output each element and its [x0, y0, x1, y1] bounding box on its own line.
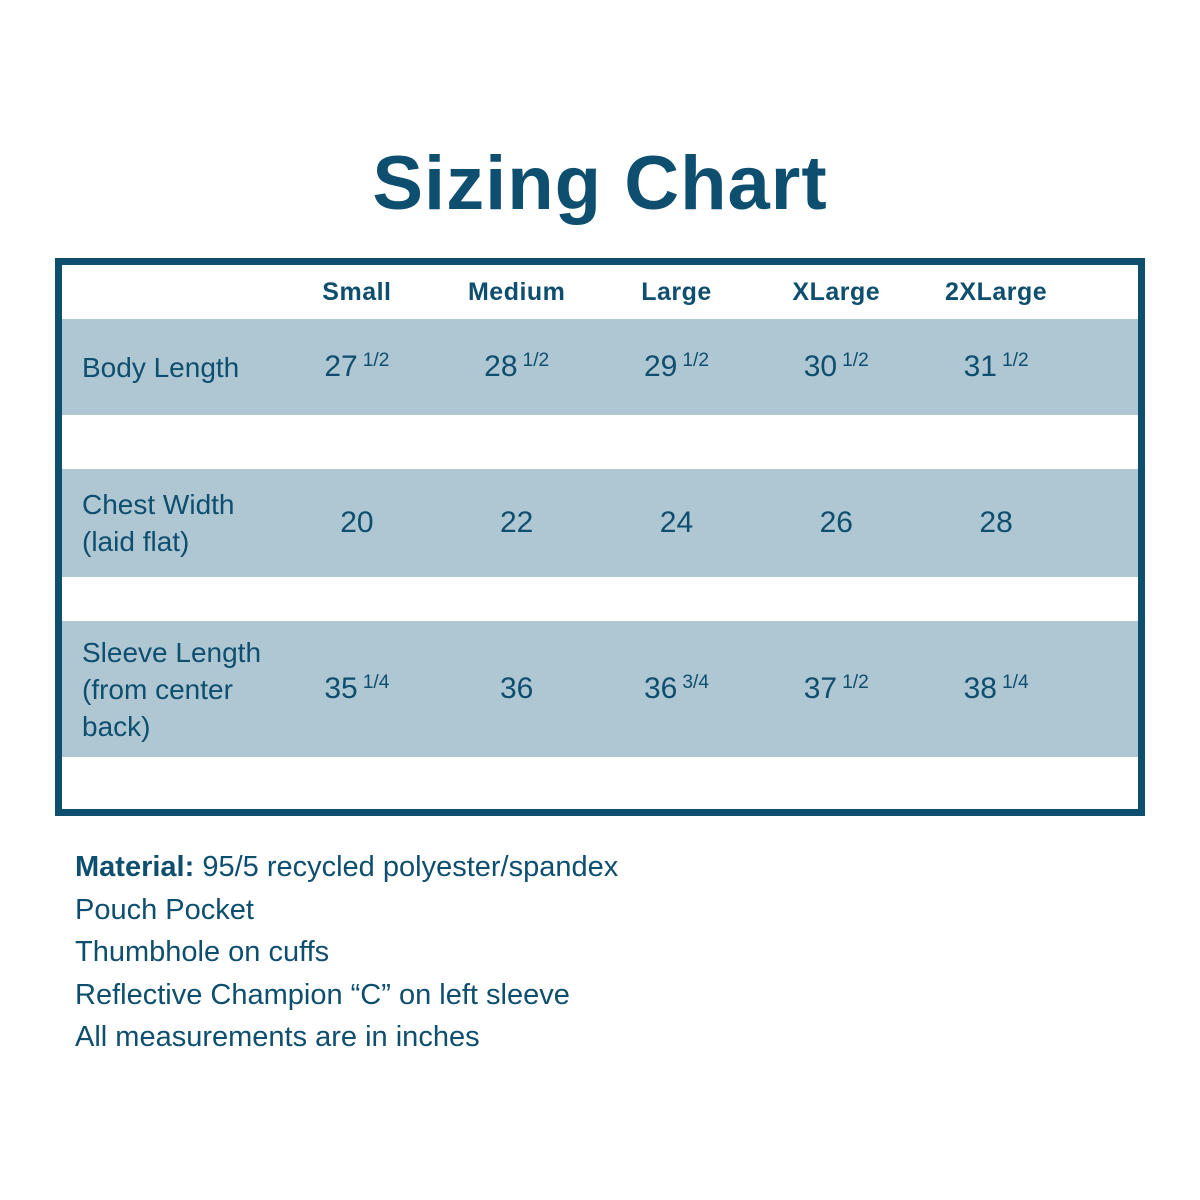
size-value: 26: [819, 506, 853, 539]
size-value: 35 1/4: [324, 672, 390, 705]
size-value: 36 3/4: [643, 672, 710, 705]
fraction-superscript: 1/4: [362, 672, 390, 694]
size-value: 31 1/2: [963, 350, 1029, 383]
column-header-xlarge: XLarge: [792, 277, 881, 306]
fraction-superscript: 1/2: [682, 350, 710, 372]
table-row: Sleeve Length (from center back) 35 1/4 36 36 3…: [62, 621, 1138, 757]
note-line: Material: 95/5 recycled polyester/spande…: [75, 851, 619, 883]
fraction-superscript: 1/4: [1001, 672, 1029, 694]
size-value: 37 1/2: [803, 672, 869, 705]
size-value: 27 1/2: [324, 350, 390, 383]
row-label: Body Length: [82, 351, 240, 383]
fraction-superscript: 1/2: [522, 350, 550, 372]
size-value: 36: [500, 672, 534, 705]
table-header-row: Small Medium Large XLarge 2XLarge: [62, 265, 1138, 319]
sizing-table: Small Medium Large XLarge 2XLarge Body L…: [55, 258, 1145, 816]
column-header-small: Small: [322, 277, 392, 306]
size-value: 30 1/2: [803, 350, 869, 383]
row-label: Chest Width (laid flat): [82, 489, 235, 557]
column-header-2xlarge: 2XLarge: [945, 277, 1048, 306]
table-row: Chest Width (laid flat) 20 22 24 26 28: [62, 469, 1138, 577]
size-value: 28: [979, 506, 1013, 539]
size-value: 24: [659, 506, 694, 539]
column-header-medium: Medium: [467, 277, 566, 306]
size-value: 22: [500, 506, 534, 539]
notes: Material: 95/5 recycled polyester/spande…: [75, 846, 1200, 1059]
column-header-large: Large: [641, 277, 712, 306]
note-bold-prefix: Material:: [75, 851, 203, 883]
fraction-superscript: 1/2: [842, 672, 869, 694]
fraction-superscript: 3/4: [682, 672, 710, 694]
size-value: 28 1/2: [484, 350, 550, 383]
size-value: 29 1/2: [643, 350, 710, 383]
fraction-superscript: 1/2: [362, 350, 390, 372]
table-rows: Body Length 27 1/2 28 1/2 29 1/2 30 1/2 31 1/2 Ches…: [62, 319, 1138, 757]
table-row: Body Length 27 1/2 28 1/2 29 1/2 30 1/2 31 1/2: [62, 319, 1138, 415]
fraction-superscript: 1/2: [842, 350, 869, 372]
note-line: Reflective Champion “C” on left sleeve: [75, 978, 570, 1011]
note-line: All measurements are in inches: [75, 1021, 480, 1053]
note-line: Pouch Pocket: [75, 893, 254, 926]
note-line: Thumbhole on cuffs: [75, 936, 330, 968]
fraction-superscript: 1/2: [1001, 350, 1029, 372]
size-value: 38 1/4: [963, 672, 1029, 705]
page-title: Sizing Chart: [372, 141, 828, 226]
size-value: 20: [340, 506, 374, 539]
row-label: Sleeve Length (from center back): [82, 636, 262, 742]
